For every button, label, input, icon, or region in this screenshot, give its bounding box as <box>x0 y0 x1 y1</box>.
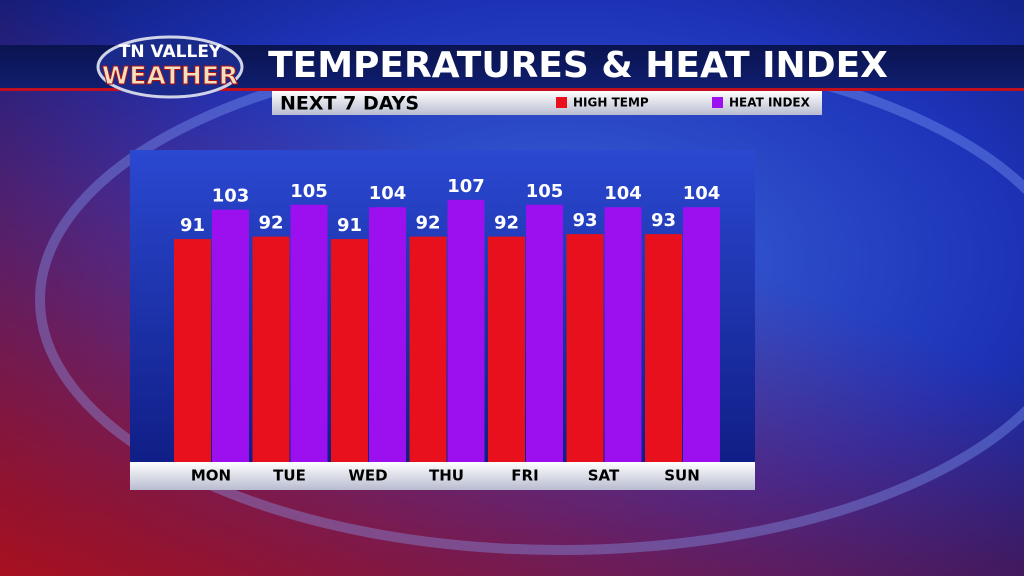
bar <box>526 204 563 462</box>
x-tick-label: SUN <box>664 467 700 485</box>
bar <box>174 239 211 462</box>
value-label: 93 <box>651 210 676 231</box>
bar <box>369 207 406 462</box>
value-label: 91 <box>337 215 362 236</box>
value-label: 104 <box>604 183 642 204</box>
subtitle-bar <box>272 91 822 115</box>
chart-title: TEMPERATURES & HEAT INDEX <box>268 45 888 86</box>
value-label: 107 <box>447 176 485 197</box>
x-tick-label: MON <box>191 467 231 485</box>
bar <box>566 234 604 462</box>
value-label: 104 <box>683 183 721 204</box>
logo-text: TN VALLEY <box>119 42 222 62</box>
bar <box>331 239 368 462</box>
value-label: 105 <box>526 181 564 202</box>
value-label: 92 <box>494 213 519 234</box>
x-tick-label: SAT <box>588 467 620 485</box>
legend-label: HEAT INDEX <box>729 96 811 110</box>
value-label: 91 <box>180 215 205 236</box>
bar <box>488 236 525 462</box>
value-label: 103 <box>212 186 250 207</box>
bar <box>683 207 720 462</box>
bar <box>252 236 290 462</box>
x-tick-label: WED <box>348 467 387 485</box>
bar <box>409 236 447 462</box>
value-label: 105 <box>290 181 328 202</box>
legend: HIGH TEMP HEAT INDEX <box>556 96 811 110</box>
bar <box>645 234 682 462</box>
value-label: 93 <box>572 210 597 231</box>
chart-subtitle: NEXT 7 DAYS <box>280 93 419 115</box>
header-line <box>0 88 1024 91</box>
logo-badge <box>96 35 244 99</box>
x-tick-label: FRI <box>511 467 538 485</box>
legend-swatch <box>712 97 723 108</box>
x-tick-label: THU <box>429 467 464 485</box>
category-strip <box>130 462 755 490</box>
bar <box>447 199 485 462</box>
bar <box>290 204 328 462</box>
bar <box>604 207 642 462</box>
legend-label: HIGH TEMP <box>573 96 649 110</box>
logo-text: WEATHER <box>102 61 238 90</box>
value-label: 92 <box>415 213 440 234</box>
x-tick-label: TUE <box>273 467 306 485</box>
value-label: 92 <box>258 213 283 234</box>
bar <box>212 209 249 462</box>
value-label: 104 <box>369 183 407 204</box>
legend-swatch <box>556 97 567 108</box>
